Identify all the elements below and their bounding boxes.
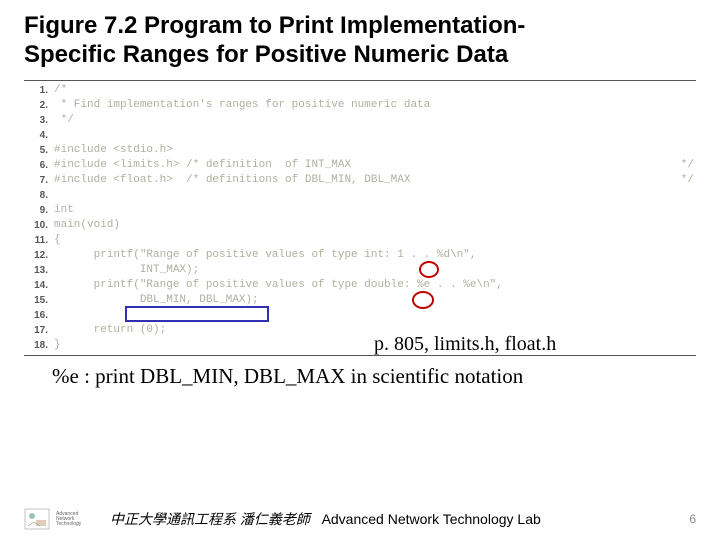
line-number: 10. bbox=[24, 220, 54, 231]
footer-text: 中正大學通訊工程系 潘仁義老師 Advanced Network Technol… bbox=[110, 509, 689, 529]
code-line: 3. */ bbox=[24, 113, 696, 128]
line-number: 18. bbox=[24, 340, 54, 351]
code-text: int bbox=[54, 204, 696, 216]
code-text: DBL_MIN, DBL_MAX); bbox=[54, 294, 696, 306]
code-line: 18.} bbox=[24, 338, 696, 353]
page-reference-note: p. 805, limits.h, float.h bbox=[374, 333, 556, 356]
line-number: 5. bbox=[24, 145, 54, 156]
code-line: 2. * Find implementation's ranges for po… bbox=[24, 98, 696, 113]
footer-chinese: 中正大學通訊工程系 潘仁義老師 bbox=[110, 511, 310, 527]
code-line: 7.#include <float.h> /* definitions of D… bbox=[24, 173, 696, 188]
code-line: 5.#include <stdio.h> bbox=[24, 143, 696, 158]
code-line: 17. return (0); bbox=[24, 323, 696, 338]
code-line: 10.main(void) bbox=[24, 218, 696, 233]
code-right-comment: */ bbox=[681, 159, 696, 171]
line-number: 17. bbox=[24, 325, 54, 336]
slide-title: Figure 7.2 Program to Print Implementati… bbox=[24, 12, 696, 70]
page-number: 6 bbox=[689, 512, 696, 526]
code-line: 1./* bbox=[24, 83, 696, 98]
code-text: */ bbox=[54, 114, 696, 126]
line-number: 13. bbox=[24, 265, 54, 276]
code-text: #include <limits.h> /* definition of INT… bbox=[54, 159, 696, 171]
code-line: 16. bbox=[24, 308, 696, 323]
line-number: 8. bbox=[24, 190, 54, 201]
code-line: 11.{ bbox=[24, 233, 696, 248]
code-text: INT_MAX); bbox=[54, 264, 696, 276]
code-line: 8. bbox=[24, 188, 696, 203]
footer-english: Advanced Network Technology Lab bbox=[322, 511, 541, 527]
format-explanation: %e : print DBL_MIN, DBL_MAX in scientifi… bbox=[52, 364, 696, 389]
code-text: /* bbox=[54, 84, 696, 96]
line-number: 14. bbox=[24, 280, 54, 291]
code-text: printf("Range of positive values of type… bbox=[54, 279, 696, 291]
line-number: 11. bbox=[24, 235, 54, 246]
line-number: 9. bbox=[24, 205, 54, 216]
line-number: 12. bbox=[24, 250, 54, 261]
line-number: 4. bbox=[24, 130, 54, 141]
code-line: 15. DBL_MIN, DBL_MAX); bbox=[24, 293, 696, 308]
slide-container: Figure 7.2 Program to Print Implementati… bbox=[0, 0, 720, 540]
code-text: main(void) bbox=[54, 219, 696, 231]
slide-footer: AdvancedNetworkTechnology 中正大學通訊工程系 潘仁義老… bbox=[24, 508, 696, 530]
code-line: 12. printf("Range of positive values of … bbox=[24, 248, 696, 263]
line-number: 7. bbox=[24, 175, 54, 186]
code-line: 14. printf("Range of positive values of … bbox=[24, 278, 696, 293]
code-text: #include <stdio.h> bbox=[54, 144, 696, 156]
code-listing: 1./*2. * Find implementation's ranges fo… bbox=[24, 80, 696, 356]
code-line: 13. INT_MAX); bbox=[24, 263, 696, 278]
code-line: 4. bbox=[24, 128, 696, 143]
title-line-2: Specific Ranges for Positive Numeric Dat… bbox=[24, 41, 508, 68]
line-number: 16. bbox=[24, 310, 54, 321]
code-text: #include <float.h> /* definitions of DBL… bbox=[54, 174, 696, 186]
line-number: 6. bbox=[24, 160, 54, 171]
line-number: 2. bbox=[24, 100, 54, 111]
code-right-comment: */ bbox=[681, 174, 696, 186]
lab-logo-text: AdvancedNetworkTechnology bbox=[56, 508, 104, 530]
code-line: 9.int bbox=[24, 203, 696, 218]
line-number: 3. bbox=[24, 115, 54, 126]
title-line-1: Figure 7.2 Program to Print Implementati… bbox=[24, 12, 525, 39]
line-number: 1. bbox=[24, 85, 54, 96]
code-text: { bbox=[54, 234, 696, 246]
line-number: 15. bbox=[24, 295, 54, 306]
code-text: * Find implementation's ranges for posit… bbox=[54, 99, 696, 111]
code-text: printf("Range of positive values of type… bbox=[54, 249, 696, 261]
code-line: 6.#include <limits.h> /* definition of I… bbox=[24, 158, 696, 173]
lab-logo-icon bbox=[24, 508, 50, 530]
